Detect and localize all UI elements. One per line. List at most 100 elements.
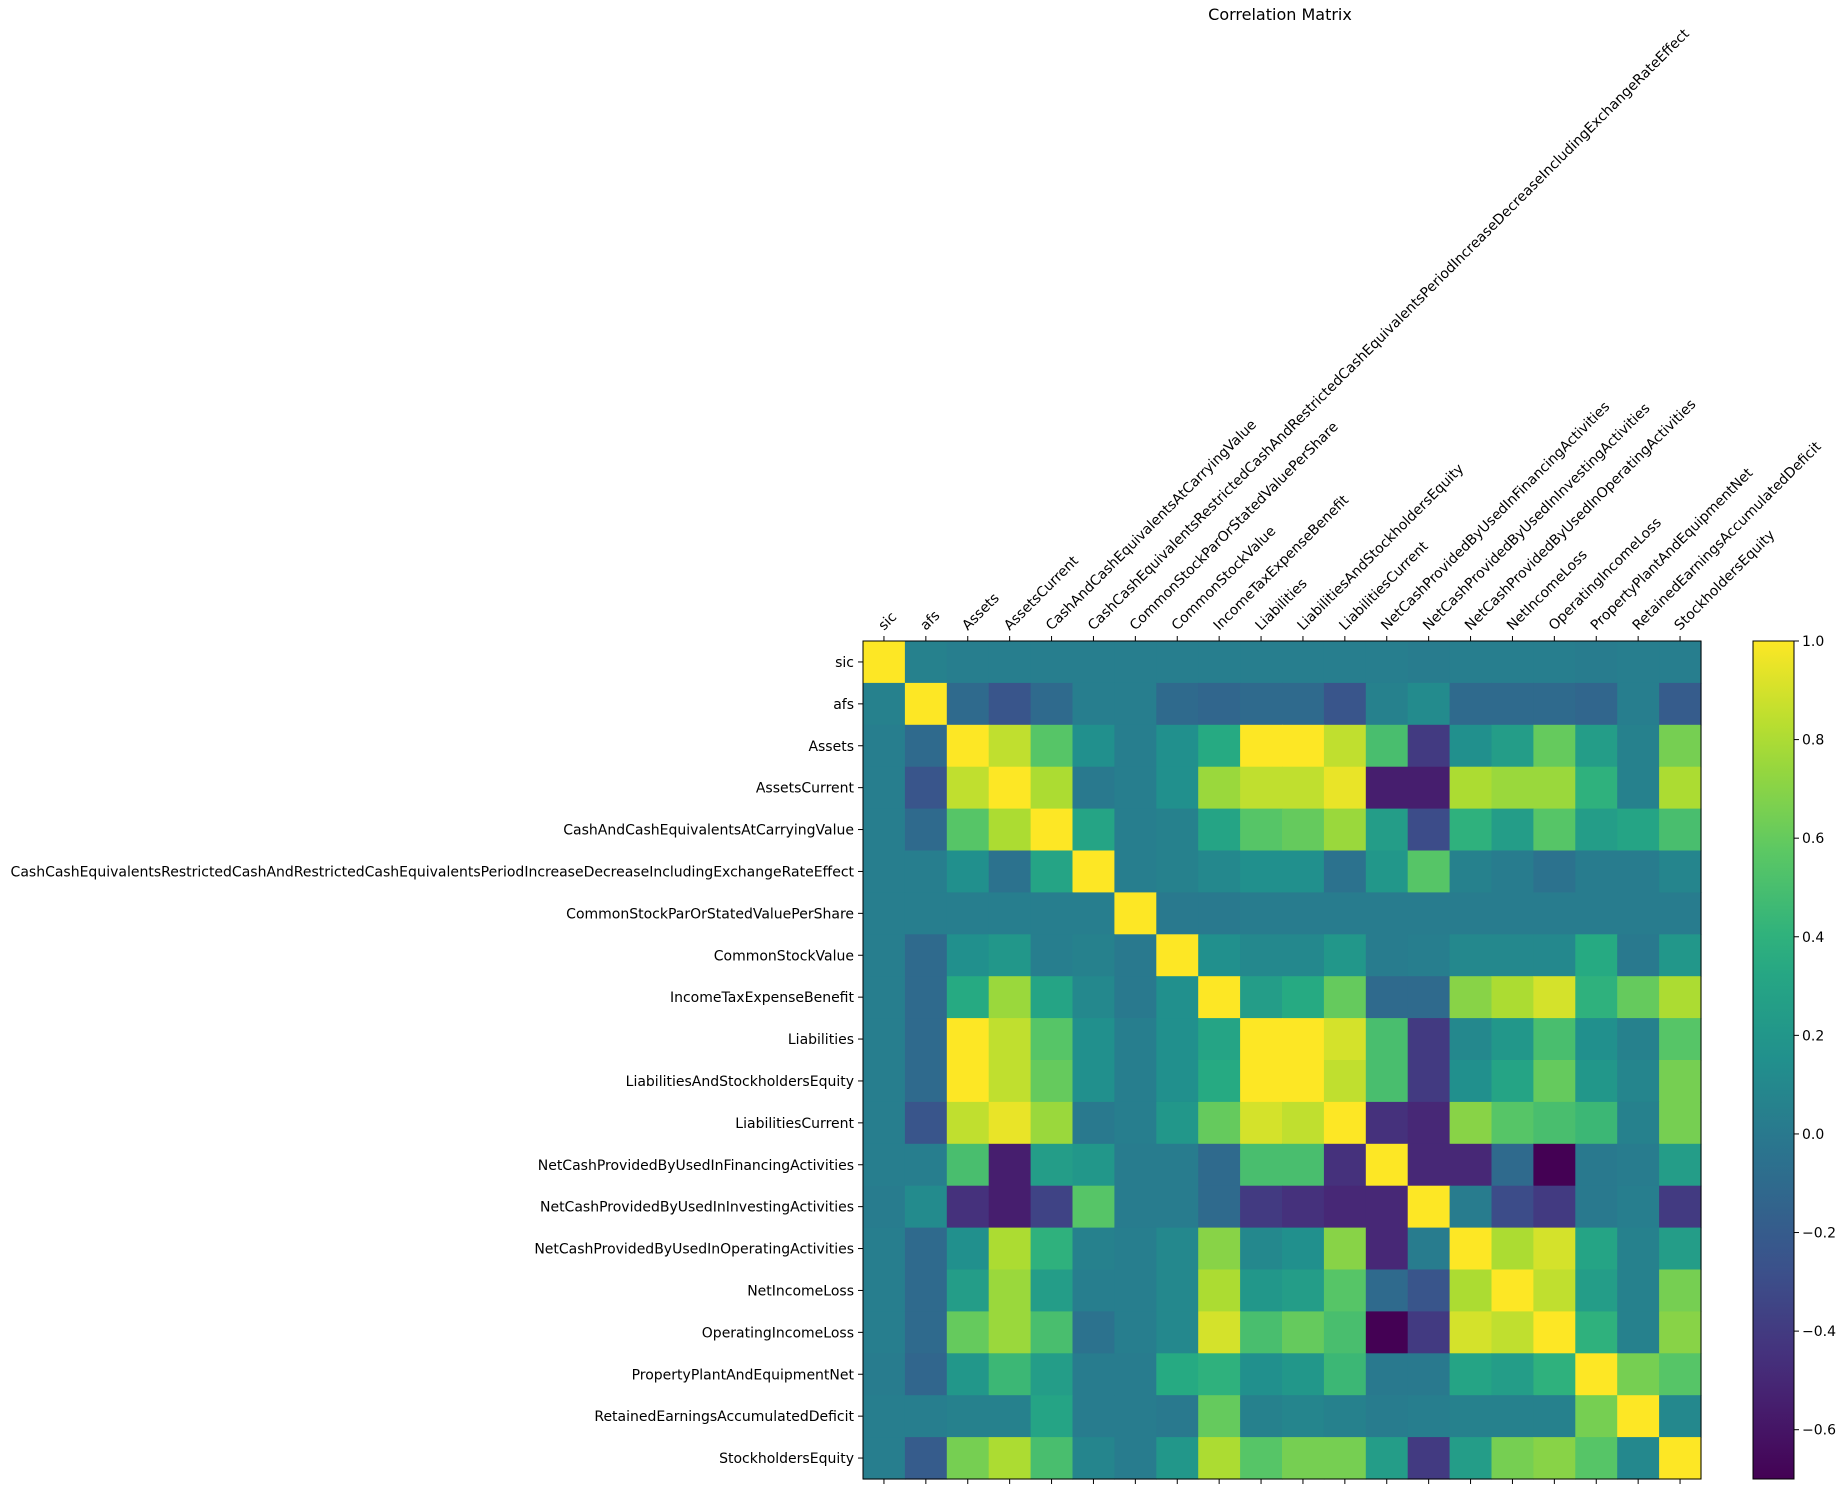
heatmap-cell-16-14 bbox=[1449, 1311, 1493, 1354]
heatmap-cell-16-13 bbox=[1407, 1311, 1451, 1354]
heatmap-cell-10-12 bbox=[1365, 1060, 1409, 1103]
heatmap-cell-12-4 bbox=[1030, 1143, 1074, 1187]
heatmap-cell-16-6 bbox=[1114, 1311, 1157, 1354]
heatmap-cell-12-7 bbox=[1156, 1143, 1199, 1187]
heatmap-cell-14-11 bbox=[1323, 1227, 1367, 1271]
heatmap-cell-8-17 bbox=[1575, 976, 1618, 1019]
heatmap-cell-17-10 bbox=[1282, 1353, 1325, 1396]
heatmap-cell-13-2 bbox=[946, 1185, 990, 1229]
heatmap-cell-17-15 bbox=[1491, 1353, 1534, 1396]
heatmap-cell-0-18 bbox=[1617, 641, 1660, 684]
heatmap-cell-9-9 bbox=[1240, 1018, 1283, 1061]
heatmap-cell-5-1 bbox=[904, 850, 948, 893]
heatmap-cell-4-16 bbox=[1533, 808, 1576, 852]
heatmap-cell-3-12 bbox=[1365, 766, 1409, 810]
colorbar-tick-label: 0.2 bbox=[1802, 1028, 1824, 1044]
heatmap-cell-2-14 bbox=[1449, 724, 1493, 768]
heatmap-cell-19-5 bbox=[1072, 1437, 1115, 1480]
heatmap-cell-3-8 bbox=[1198, 766, 1241, 810]
heatmap-cell-15-14 bbox=[1449, 1269, 1493, 1312]
heatmap-cell-17-16 bbox=[1533, 1353, 1576, 1396]
heatmap-cell-9-16 bbox=[1533, 1018, 1576, 1061]
heatmap-cell-9-17 bbox=[1575, 1018, 1618, 1061]
heatmap-cell-1-4 bbox=[1030, 682, 1074, 726]
heatmap-cell-5-17 bbox=[1575, 850, 1618, 893]
heatmap-cell-3-16 bbox=[1533, 766, 1576, 810]
heatmap-cell-9-1 bbox=[904, 1018, 948, 1061]
heatmap-cell-7-16 bbox=[1533, 934, 1576, 977]
heatmap-cell-15-3 bbox=[988, 1269, 1032, 1312]
heatmap-cell-7-11 bbox=[1323, 934, 1367, 977]
heatmap-cell-5-0 bbox=[863, 850, 906, 893]
heatmap-cell-5-14 bbox=[1449, 850, 1493, 893]
heatmap-cell-2-4 bbox=[1030, 724, 1074, 768]
heatmap-cell-4-6 bbox=[1114, 808, 1157, 852]
y-label: NetCashProvidedByUsedInInvestingActiviti… bbox=[540, 1200, 854, 1216]
heatmap-cell-14-8 bbox=[1198, 1227, 1241, 1271]
heatmap-cell-1-11 bbox=[1323, 682, 1367, 726]
heatmap-cell-9-3 bbox=[988, 1018, 1032, 1061]
heatmap-cell-7-4 bbox=[1030, 934, 1074, 977]
heatmap-cell-19-0 bbox=[863, 1437, 906, 1480]
heatmap-cell-11-9 bbox=[1240, 1101, 1283, 1145]
heatmap-cell-11-15 bbox=[1491, 1101, 1534, 1145]
y-label: NetIncomeLoss bbox=[747, 1283, 854, 1299]
heatmap-cell-9-11 bbox=[1323, 1018, 1367, 1061]
heatmap-cell-0-16 bbox=[1533, 641, 1576, 684]
heatmap-cell-13-18 bbox=[1617, 1185, 1660, 1229]
heatmap-cell-12-12 bbox=[1365, 1143, 1409, 1187]
heatmap-cell-1-10 bbox=[1282, 682, 1325, 726]
heatmap-cell-0-3 bbox=[988, 641, 1032, 684]
heatmap-cell-12-9 bbox=[1240, 1143, 1283, 1187]
heatmap-cell-4-5 bbox=[1072, 808, 1115, 852]
heatmap-cell-17-17 bbox=[1575, 1353, 1618, 1396]
heatmap-cell-10-10 bbox=[1282, 1060, 1325, 1103]
heatmap-cell-4-1 bbox=[904, 808, 948, 852]
heatmap-cell-15-1 bbox=[904, 1269, 948, 1312]
heatmap-frame bbox=[858, 636, 1702, 1484]
heatmap-cell-18-9 bbox=[1240, 1395, 1283, 1438]
heatmap-cell-19-15 bbox=[1491, 1437, 1534, 1480]
heatmap-cell-10-0 bbox=[863, 1060, 906, 1103]
heatmap-cell-7-1 bbox=[904, 934, 948, 977]
heatmap-cell-17-2 bbox=[946, 1353, 990, 1396]
heatmap-cell-4-9 bbox=[1240, 808, 1283, 852]
heatmap-cell-19-6 bbox=[1114, 1437, 1157, 1480]
heatmap-cell-6-13 bbox=[1407, 892, 1451, 935]
heatmap-cell-3-15 bbox=[1491, 766, 1534, 810]
heatmap-cell-4-2 bbox=[946, 808, 990, 852]
heatmap-cell-5-13 bbox=[1407, 850, 1451, 893]
heatmap-cell-18-7 bbox=[1156, 1395, 1199, 1438]
heatmap-cell-8-13 bbox=[1407, 976, 1451, 1019]
heatmap-cell-19-8 bbox=[1198, 1437, 1241, 1480]
heatmap-cell-15-0 bbox=[863, 1269, 906, 1312]
heatmap-cell-13-14 bbox=[1449, 1185, 1493, 1229]
heatmap-cell-10-18 bbox=[1617, 1060, 1660, 1103]
heatmap-cell-11-12 bbox=[1365, 1101, 1409, 1145]
heatmap-cell-2-1 bbox=[904, 724, 948, 768]
heatmap-cell-14-12 bbox=[1365, 1227, 1409, 1271]
heatmap-cell-6-4 bbox=[1030, 892, 1074, 935]
heatmap-cell-3-7 bbox=[1156, 766, 1199, 810]
heatmap-cell-14-3 bbox=[988, 1227, 1032, 1271]
heatmap-cell-16-4 bbox=[1030, 1311, 1074, 1354]
heatmap-cell-16-12 bbox=[1365, 1311, 1409, 1354]
heatmap-cell-16-9 bbox=[1240, 1311, 1283, 1354]
heatmap-cell-8-11 bbox=[1323, 976, 1367, 1019]
heatmap-cell-4-11 bbox=[1323, 808, 1367, 852]
heatmap-cell-17-9 bbox=[1240, 1353, 1283, 1396]
colorbar-tick-label: 0.6 bbox=[1802, 831, 1824, 847]
y-label: RetainedEarningsAccumulatedDeficit bbox=[594, 1409, 854, 1425]
heatmap-cell-11-1 bbox=[904, 1101, 948, 1145]
heatmap-cell-18-6 bbox=[1114, 1395, 1157, 1438]
colorbar-tick-label: −0.4 bbox=[1802, 1324, 1836, 1340]
heatmap-cell-5-16 bbox=[1533, 850, 1576, 893]
heatmap-cell-6-8 bbox=[1198, 892, 1241, 935]
heatmap-cell-10-8 bbox=[1198, 1060, 1241, 1103]
heatmap-cell-6-15 bbox=[1491, 892, 1534, 935]
heatmap-cell-7-7 bbox=[1156, 934, 1199, 977]
heatmap-cell-4-3 bbox=[988, 808, 1032, 852]
heatmap-cell-11-16 bbox=[1533, 1101, 1576, 1145]
heatmap-cell-6-18 bbox=[1617, 892, 1660, 935]
